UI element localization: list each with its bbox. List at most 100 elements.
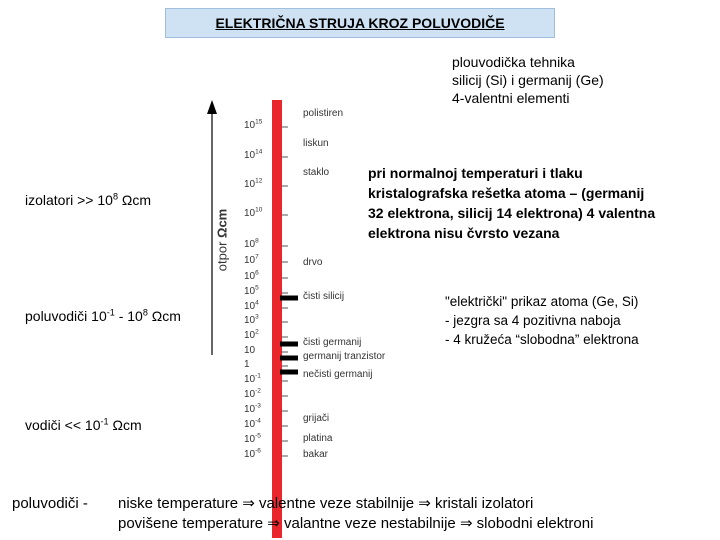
scale-label: 106: [244, 269, 259, 282]
scale-label: 10-1: [244, 372, 261, 385]
superscript: -2: [255, 387, 261, 395]
text-part: 10: [244, 345, 256, 356]
scale-label: 102: [244, 328, 259, 341]
scale-label: 104: [244, 299, 259, 312]
superscript: 6: [255, 269, 259, 277]
superscript: -1: [106, 307, 115, 318]
text-part: 10: [244, 434, 256, 445]
material-label: bakar: [303, 449, 329, 460]
material-label: liskun: [303, 138, 329, 149]
superscript: 4: [255, 299, 259, 307]
material-marker: [280, 341, 298, 347]
text-part: vodiči << 10: [25, 417, 101, 433]
text-part: 10: [244, 449, 256, 460]
scale-label: 1014: [244, 148, 263, 161]
text-part: Ωcm: [214, 208, 230, 238]
lattice-note-line: pri normalnoj temperaturi i tlaku: [368, 165, 583, 181]
text-part: 10: [244, 150, 256, 161]
scale-label: 105: [244, 284, 259, 297]
material-label: čisti silicij: [303, 291, 345, 302]
scale-label: 1010: [244, 206, 263, 219]
atom-model-line: - jezgra sa 4 pozitivna naboja: [445, 313, 621, 328]
resistivity-bar: [272, 100, 282, 538]
scale-label: 10-4: [244, 417, 261, 430]
superscript: -1: [255, 372, 261, 380]
title: ELEKTRIČNA STRUJA KROZ POLUVODIČE: [165, 8, 555, 38]
material-label: polistiren: [303, 108, 344, 119]
superscript: 12: [255, 177, 263, 185]
range-label: vodiči << 10-1 Ωcm: [25, 416, 142, 433]
material-label: drvo: [303, 257, 323, 268]
text-part: 10: [244, 286, 256, 297]
axis-label: otpor Ωcm: [214, 208, 230, 272]
text-part: 10: [244, 330, 256, 341]
range-label: poluvodiči 10-1 - 108 Ωcm: [25, 307, 181, 324]
text-part: 10: [244, 389, 256, 400]
superscript: -4: [255, 417, 261, 425]
superscript: 5: [255, 284, 259, 292]
text-part: 10: [244, 208, 256, 219]
superscript: 14: [255, 148, 263, 156]
superscript: 3: [255, 313, 259, 321]
text-part: 10: [244, 419, 256, 430]
text-part: Ωcm: [147, 308, 181, 324]
material-marker: [280, 295, 298, 301]
scale-label: 103: [244, 313, 259, 326]
text-part: poluvodiči 10: [25, 308, 107, 324]
scale-label: 10-5: [244, 432, 261, 445]
conclusion-line: niske temperature ⇒ valentne veze stabil…: [118, 495, 534, 512]
atom-model-line: - 4 kružeća “slobodna” elektrona: [445, 332, 639, 347]
text-part: 10: [244, 120, 256, 131]
text-part: Ωcm: [118, 192, 152, 208]
superscript: 10: [255, 206, 263, 214]
conclusion-line: povišene temperature ⇒ valantne veze nes…: [118, 515, 594, 532]
material-label: platina: [303, 433, 333, 444]
text-part: - 10: [114, 308, 143, 324]
superscript: -1: [100, 416, 109, 427]
scale-label: 10-6: [244, 447, 261, 460]
scale-label: 1015: [244, 119, 262, 131]
lattice-note-line: kristalografska rešetka atoma – (germani…: [368, 185, 645, 201]
text-part: 1: [244, 359, 250, 370]
superscript: 8: [255, 237, 259, 245]
scale-label: 10-3: [244, 402, 261, 415]
superscript: 2: [255, 328, 259, 336]
superscript: 8: [142, 307, 148, 318]
superscript: -3: [255, 402, 261, 410]
text-part: 10: [244, 315, 256, 326]
material-label: staklo: [303, 167, 330, 178]
axis-arrowhead: [207, 100, 217, 114]
scale-label: 1: [244, 360, 250, 370]
superscript: -6: [255, 447, 261, 455]
superscript: 8: [112, 191, 119, 202]
text-part: 10: [244, 374, 256, 385]
text-part: otpor: [214, 237, 230, 272]
scale-label: 107: [244, 253, 259, 266]
text-part: 10: [244, 179, 256, 190]
scale-label: 1012: [244, 177, 263, 190]
conclusion-label: poluvodiči -: [12, 495, 88, 512]
material-label: grijači: [303, 413, 330, 424]
intro-line: 4-valentni elementi: [452, 90, 570, 106]
text-part: 10: [244, 255, 256, 266]
scale-label: 108: [244, 237, 259, 250]
scale-label: 10-2: [244, 387, 261, 400]
material-label: čisti germanij: [303, 337, 362, 348]
superscript: -5: [255, 432, 261, 440]
material-label: germanij tranzistor: [303, 351, 386, 362]
text-part: 10: [244, 301, 256, 312]
text-part: 10: [244, 239, 256, 250]
lattice-note-line: elektrona nisu čvrsto vezana: [368, 225, 560, 241]
intro-line: plouvodička tehnika: [452, 54, 575, 70]
material-marker: [280, 355, 298, 361]
text-part: 10: [244, 404, 256, 415]
range-label: izolatori >> 108 Ωcm: [25, 191, 152, 208]
superscript: 7: [255, 253, 259, 261]
text-part: izolatori >> 10: [25, 192, 113, 208]
atom-model-line: "električki" prikaz atoma (Ge, Si): [445, 294, 639, 309]
lattice-note-line: 32 elektrona, silicij 14 elektrona) 4 va…: [368, 205, 656, 221]
material-marker: [280, 369, 298, 375]
text-part: 10: [244, 271, 256, 282]
